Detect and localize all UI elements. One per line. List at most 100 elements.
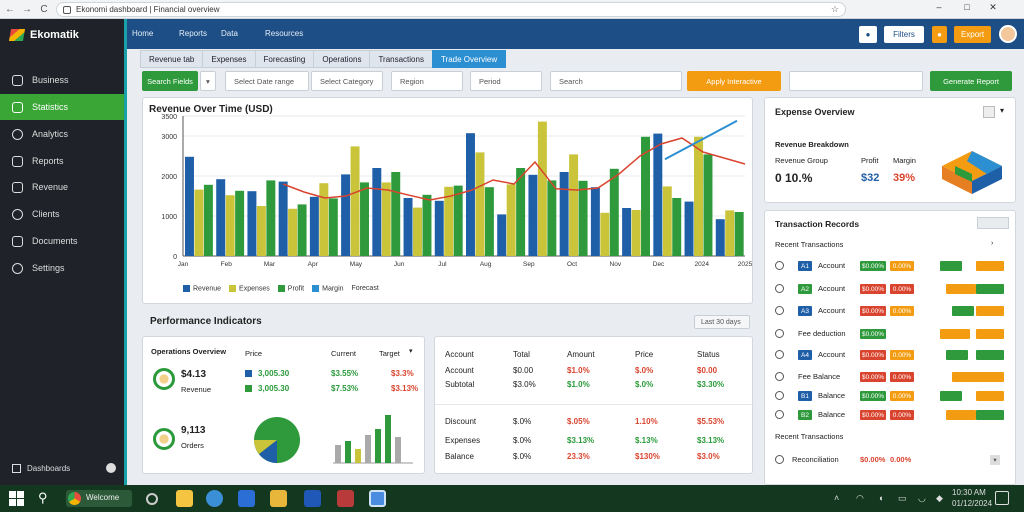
- search-button[interactable]: ●: [859, 26, 877, 43]
- report-input[interactable]: [789, 71, 923, 91]
- sidebar-item-documents[interactable]: Documents: [0, 228, 124, 254]
- generate-report-button[interactable]: Generate Report: [930, 71, 1012, 91]
- sidebar-item-reports[interactable]: Reports: [0, 148, 124, 174]
- settings-icon[interactable]: [106, 463, 116, 473]
- search-fields-button[interactable]: Search Fields: [142, 71, 198, 91]
- search-icon[interactable]: ⚲: [38, 490, 48, 505]
- minimize-icon[interactable]: –: [936, 2, 942, 12]
- close-window-icon[interactable]: ✕: [989, 2, 997, 12]
- chevron-down-icon[interactable]: ▾: [409, 348, 413, 355]
- nav-reports[interactable]: Reports: [179, 29, 208, 38]
- table-header-cell[interactable]: Account: [445, 350, 474, 359]
- word-icon[interactable]: [238, 490, 255, 507]
- nav-data[interactable]: Data: [221, 29, 238, 38]
- row-action[interactable]: [976, 306, 1004, 316]
- sidebar-item-revenue[interactable]: Revenue: [0, 174, 124, 200]
- notification-icon[interactable]: ●: [932, 26, 947, 43]
- sidebar-item-statistics[interactable]: Statistics: [0, 94, 124, 120]
- nav-resources[interactable]: Resources: [265, 29, 304, 38]
- tab-transactions[interactable]: Transactions: [369, 50, 433, 68]
- tab-trade-overview[interactable]: Trade Overview: [431, 50, 507, 68]
- address-text: Ekonomi dashboard | Financial overview: [76, 5, 220, 14]
- task-view-icon[interactable]: [146, 493, 158, 505]
- bar-expenses: [694, 136, 703, 256]
- wifi-icon[interactable]: ◡: [918, 493, 926, 503]
- chevron-up-icon[interactable]: ˄: [834, 493, 840, 503]
- row-action[interactable]: [976, 372, 1004, 382]
- table-header-cell[interactable]: Price: [635, 350, 654, 359]
- network-icon[interactable]: ◠: [856, 493, 864, 503]
- list-item[interactable]: A3 Account $0.00% 0.00%: [772, 303, 1012, 319]
- export-button[interactable]: Export: [954, 26, 991, 43]
- period-select[interactable]: Last 30 days: [694, 315, 750, 329]
- expand-icon[interactable]: ▾: [1000, 106, 1005, 115]
- apply-button[interactable]: Apply Interactive: [687, 71, 781, 91]
- tab-revenue[interactable]: Revenue tab: [140, 50, 204, 68]
- battery-icon[interactable]: ▭: [898, 493, 907, 503]
- row-action[interactable]: [976, 391, 1004, 401]
- date-range-select[interactable]: Select Date range: [225, 71, 309, 91]
- bar-revenue: [622, 208, 632, 256]
- star-icon[interactable]: ☆: [830, 4, 839, 14]
- back-icon[interactable]: ←: [5, 3, 15, 15]
- row-action[interactable]: [976, 284, 1004, 294]
- list-item[interactable]: Reconciliation $0.00% 0.00% ▾: [772, 452, 1012, 468]
- forward-icon[interactable]: →: [22, 3, 32, 15]
- clock-time[interactable]: 10:30 AM: [952, 488, 986, 497]
- brand[interactable]: Ekomatik: [8, 29, 79, 41]
- table-header-cell[interactable]: Amount: [567, 350, 595, 359]
- folder-icon[interactable]: [176, 490, 193, 507]
- list-item[interactable]: B1 Balance $0.00% 0.00%: [772, 388, 1012, 404]
- data-row: 3,005.30: [245, 369, 289, 378]
- region-select[interactable]: Region: [391, 71, 463, 91]
- avatar[interactable]: [999, 25, 1017, 43]
- sidebar-item-clients[interactable]: Clients: [0, 201, 124, 227]
- app-icon[interactable]: [369, 490, 386, 507]
- card-action-button[interactable]: [977, 217, 1009, 229]
- category-select[interactable]: Select Category: [311, 71, 383, 91]
- clock-date[interactable]: 01/12/2024: [952, 499, 993, 508]
- filters-button[interactable]: Filters: [884, 26, 924, 43]
- row-action[interactable]: [976, 410, 1004, 420]
- list-item[interactable]: A1 Account $0.00% 0.00%: [772, 258, 1012, 274]
- tab-forecasting[interactable]: Forecasting: [254, 50, 315, 68]
- list-item[interactable]: B2 Balance $0.00% 0.00%: [772, 407, 1012, 423]
- language-icon[interactable]: ◆: [936, 493, 943, 503]
- reload-icon[interactable]: C: [40, 3, 48, 15]
- row-action[interactable]: [976, 350, 1004, 360]
- keyword-input[interactable]: Search: [550, 71, 682, 91]
- row-action[interactable]: ▾: [990, 455, 1000, 465]
- row-action[interactable]: [976, 261, 1004, 271]
- address-bar[interactable]: Ekonomi dashboard | Financial overview ☆: [56, 2, 846, 17]
- row-action[interactable]: [976, 329, 1004, 339]
- table-header-cell[interactable]: Status: [697, 350, 720, 359]
- period-select[interactable]: Period: [470, 71, 542, 91]
- list-item[interactable]: Fee deduction $0.00%: [772, 326, 1012, 342]
- sidebar-item-business[interactable]: Business: [0, 67, 124, 93]
- sidebar-item-settings[interactable]: Settings: [0, 255, 124, 281]
- tab-operations[interactable]: Operations: [313, 50, 371, 68]
- list-item[interactable]: A2 Account $0.00% 0.00%: [772, 281, 1012, 297]
- sidebar-footer[interactable]: Dashboards: [12, 463, 116, 473]
- edge-icon[interactable]: [206, 490, 223, 507]
- media-icon[interactable]: [337, 490, 354, 507]
- list-item[interactable]: Fee Balance $0.00% 0.00%: [772, 369, 1012, 385]
- start-icon[interactable]: [8, 490, 25, 507]
- volume-icon[interactable]: ◖: [878, 493, 884, 503]
- list-header-more[interactable]: ›: [991, 240, 994, 247]
- kpi-profit: $32: [861, 172, 880, 184]
- maximize-icon[interactable]: □: [964, 2, 970, 12]
- mail-icon[interactable]: [304, 490, 321, 507]
- notification-center-icon[interactable]: [995, 491, 1009, 505]
- tab-expenses[interactable]: Expenses: [202, 50, 256, 68]
- table-header-cell[interactable]: Total: [513, 350, 530, 359]
- list-item[interactable]: A4 Account $0.00% 0.00%: [772, 347, 1012, 363]
- sidebar-item-analytics[interactable]: Analytics: [0, 121, 124, 147]
- dropdown-toggle[interactable]: ▾: [200, 71, 216, 91]
- nav-home[interactable]: Home: [132, 29, 154, 38]
- card-menu-icon[interactable]: [983, 106, 995, 118]
- files-icon[interactable]: [270, 490, 287, 507]
- taskbar-browser[interactable]: Welcome: [66, 490, 132, 507]
- x-tick-label: Sep: [523, 261, 535, 268]
- bar-revenue: [216, 179, 226, 256]
